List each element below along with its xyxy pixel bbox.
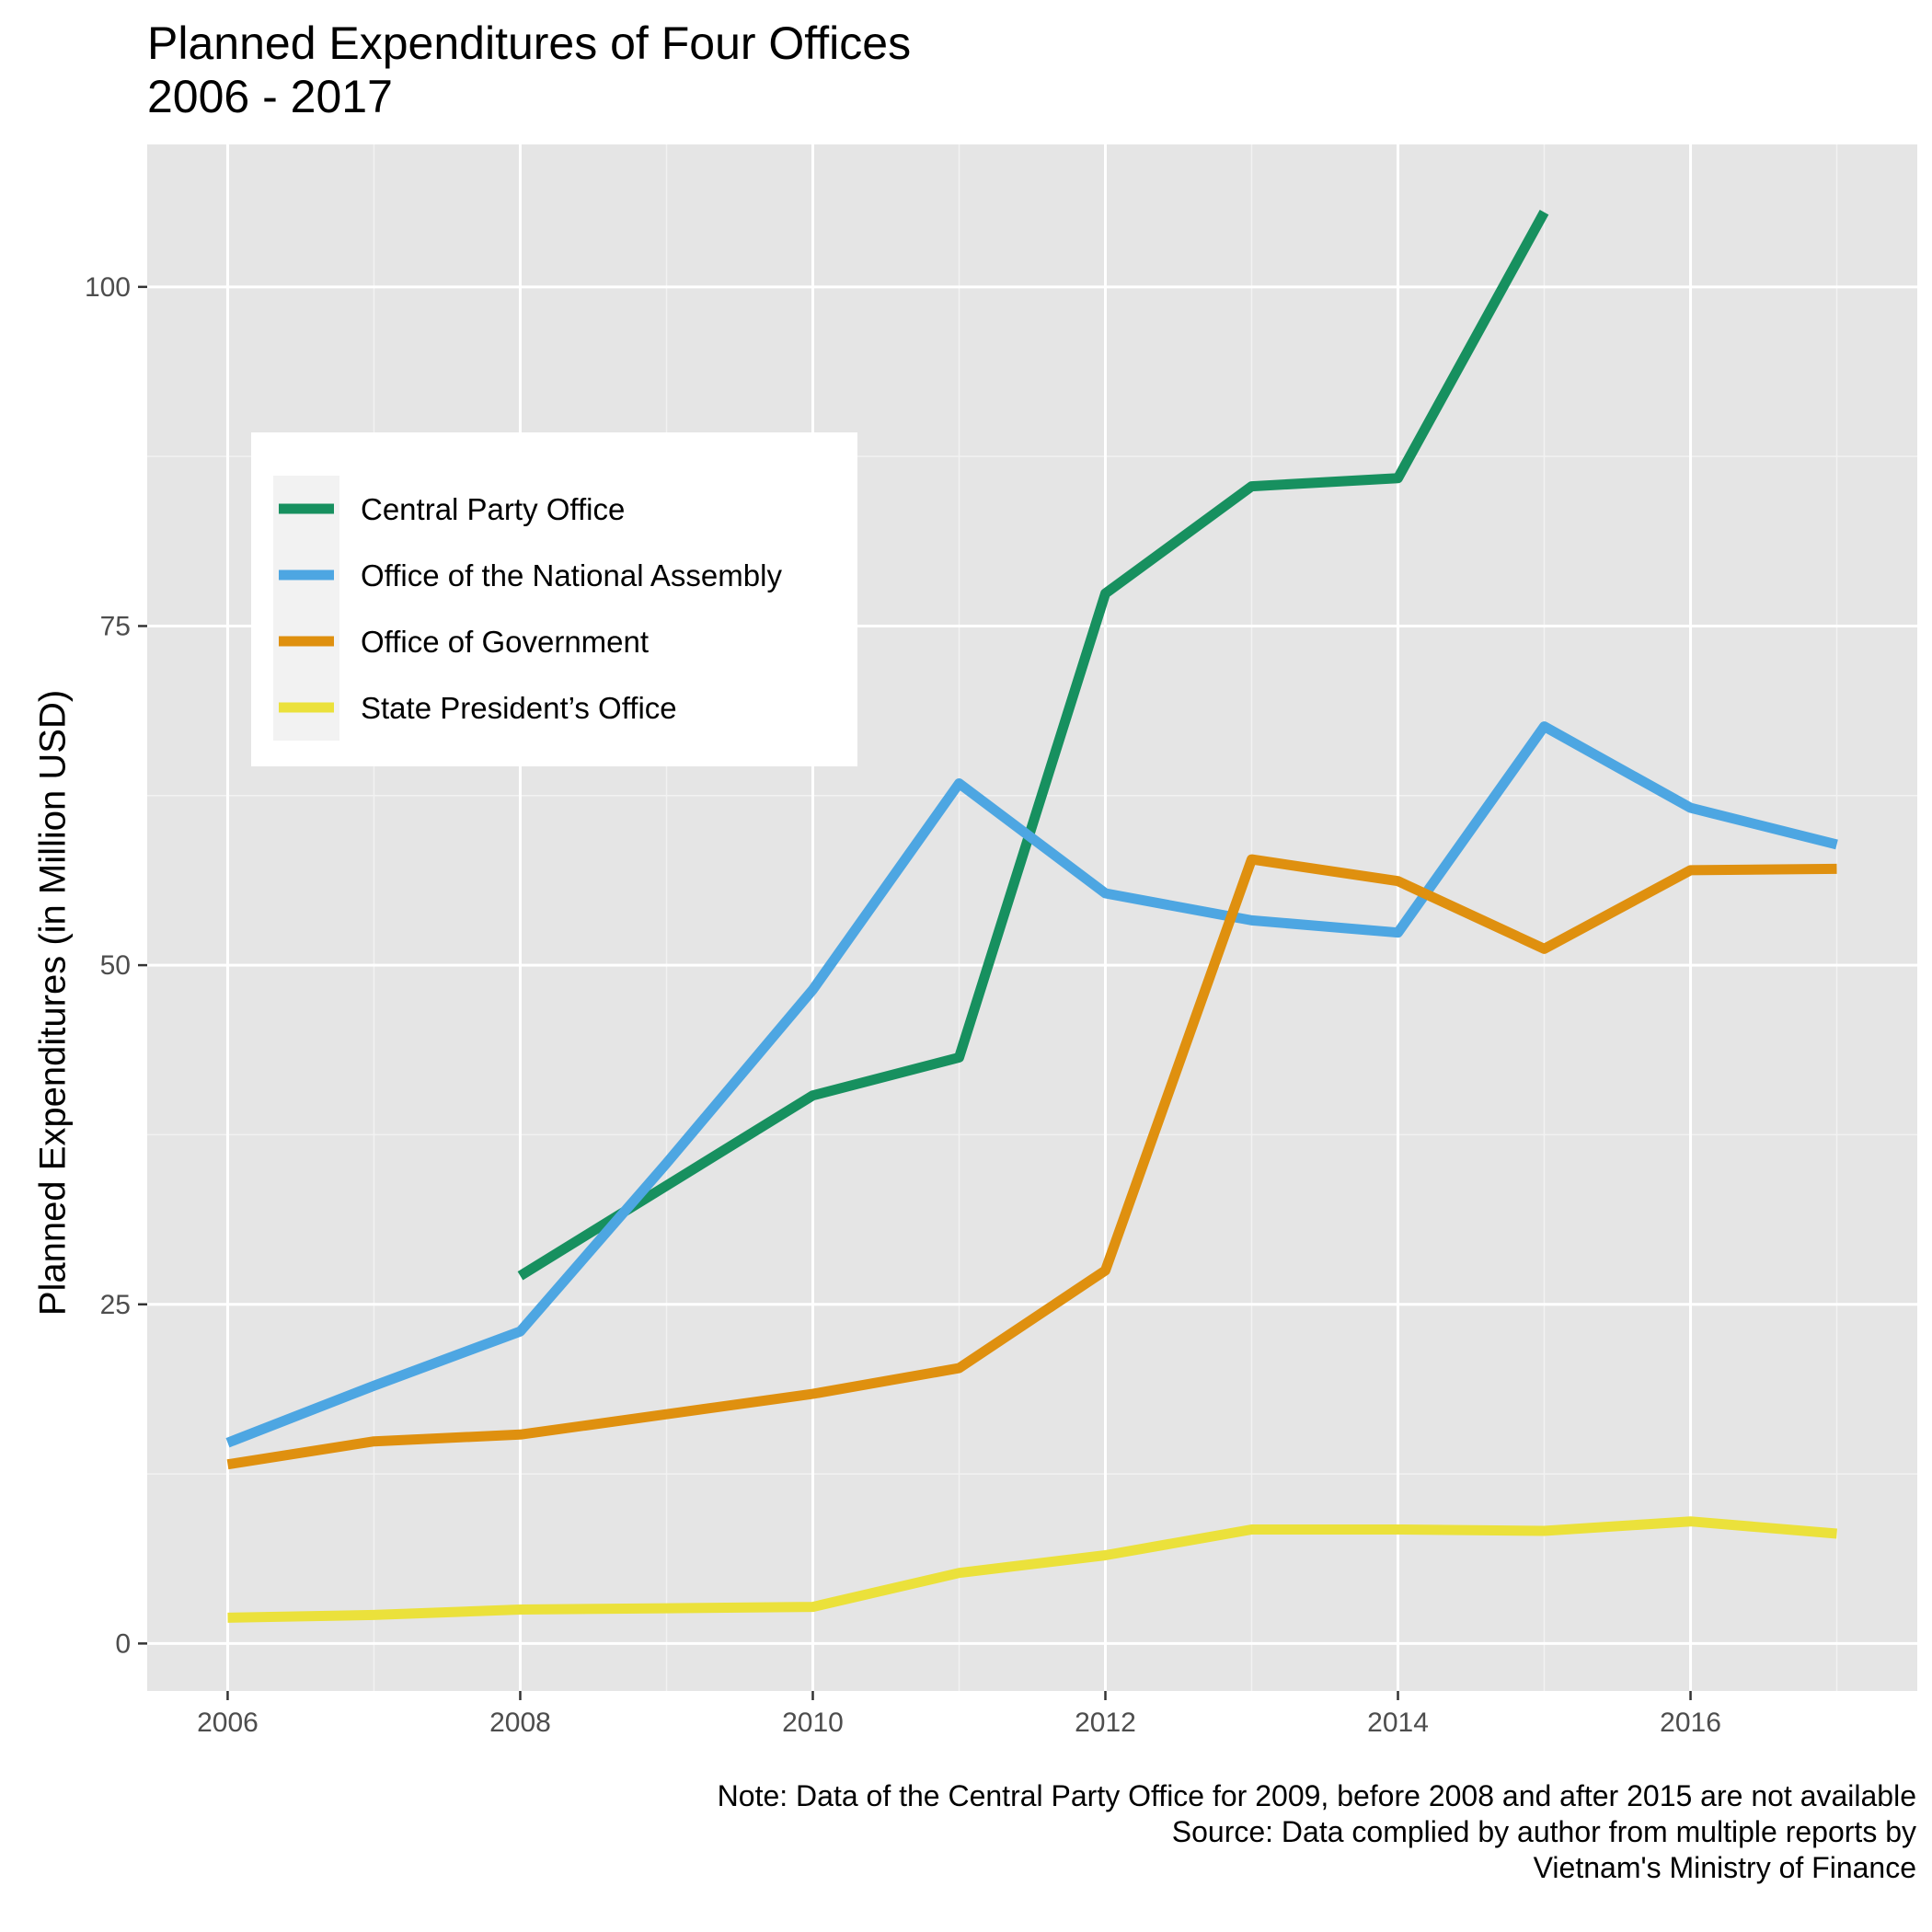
x-tick-label: 2012	[1075, 1708, 1136, 1738]
x-tick-label: 2006	[197, 1708, 259, 1738]
y-tick-label: 25	[100, 1290, 131, 1320]
plot-panel	[147, 144, 1917, 1691]
y-tick-label: 100	[85, 272, 131, 303]
x-tick-label: 2014	[1367, 1708, 1429, 1738]
legend: Central Party Office Office of the Nation…	[251, 432, 857, 766]
series-line-state-president-s-office	[227, 1516, 1837, 1623]
axes: 2006 2008 2010 2012 2014 2016 0 25 50 75 100	[85, 272, 1721, 1738]
caption-source: Source: Data complied by author from mul…	[1171, 1815, 1916, 1848]
series-lines	[225, 210, 1838, 1623]
x-tick-label: 2010	[782, 1708, 844, 1738]
major-gridlines	[147, 144, 1917, 1691]
caption-note: Note: Data of the Central Party Office f…	[717, 1779, 1916, 1812]
legend-label: Office of Government	[361, 625, 649, 659]
y-tick-label: 0	[115, 1628, 131, 1659]
series-line-office-of-government	[226, 854, 1837, 1470]
caption-source-cont: Vietnam's Ministry of Finance	[1533, 1851, 1916, 1884]
chart-title-line-1: Planned Expenditures of Four Offices	[147, 17, 912, 69]
x-tick-label: 2016	[1660, 1708, 1721, 1738]
minor-gridlines	[147, 144, 1917, 1691]
legend-label: Office of the National Assembly	[361, 558, 782, 592]
legend-box	[251, 432, 857, 766]
x-tick-label: 2008	[489, 1708, 551, 1738]
legend-label: Central Party Office	[361, 492, 625, 526]
series-line-central-party-office	[517, 210, 1549, 1281]
legend-label: State President’s Office	[361, 691, 677, 725]
y-tick-label: 75	[100, 611, 131, 641]
chart-title-line-2: 2006 - 2017	[147, 71, 393, 122]
series-line-office-of-the-national-assembly	[225, 721, 1838, 1448]
y-tick-label: 50	[100, 950, 131, 981]
